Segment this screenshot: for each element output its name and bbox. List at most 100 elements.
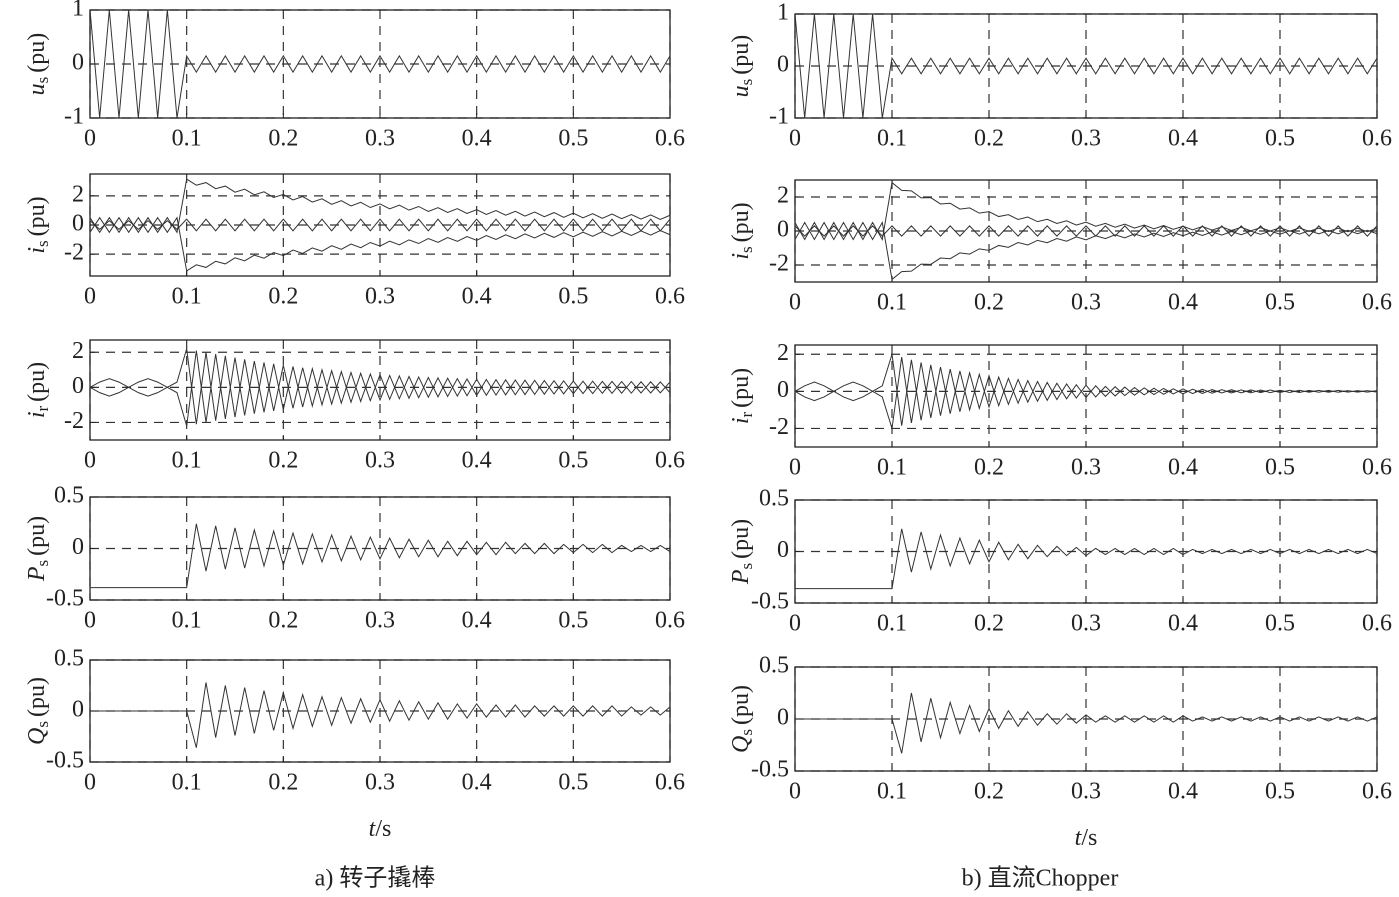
x-tick-label: 0.3 <box>1071 611 1101 637</box>
x-tick-label: 0.3 <box>1071 455 1101 481</box>
y-tick-label: -1 <box>769 104 789 130</box>
y-label-subscript: s <box>737 563 756 570</box>
subplot: 0 0.1 0.2 0.3 0.4 0.5 0.6-0.500.5Qs(pu)t/s <box>24 646 686 842</box>
x-tick-label: 0 <box>84 608 96 634</box>
x-tick-label: 0.4 <box>1168 779 1198 805</box>
y-axis-label: Ps (pu) <box>24 516 52 582</box>
y-tick-label: 2 <box>72 181 84 207</box>
x-tick-label: 0 <box>789 455 801 481</box>
y-tick-label: 0 <box>777 217 789 243</box>
subplot: 0 0.1 0.2 0.3 0.4 0.5 0.6-0.500.5Ps(pu) <box>728 486 1393 637</box>
plot-frame <box>794 344 1378 448</box>
y-axis-label: ir (pu) <box>728 368 756 424</box>
plot-frame <box>89 496 671 601</box>
x-tick-label: 0.4 <box>1168 290 1198 316</box>
x-tick-label: 0.1 <box>877 290 907 316</box>
series-line <box>89 178 671 234</box>
y-label-unit: (pu) <box>24 677 50 717</box>
x-label-symbol: t <box>369 816 377 842</box>
x-tick-label: 0.6 <box>655 770 685 796</box>
series-line <box>794 354 1378 426</box>
x-tick-label: 0.2 <box>268 284 298 310</box>
y-tick-label: 0 <box>72 534 84 560</box>
plot-frame <box>794 179 1378 283</box>
caption: a) 转子撬棒 <box>315 865 436 892</box>
y-label-symbol: i <box>728 253 754 260</box>
y-tick-label: -0.5 <box>751 589 789 615</box>
series-line <box>89 9 671 119</box>
plot-frame <box>794 13 1378 119</box>
y-tick-label: -2 <box>64 408 84 434</box>
x-tick-label: 0.6 <box>655 448 685 474</box>
y-label-unit: (pu) <box>24 33 50 73</box>
y-tick-label: 2 <box>777 340 789 366</box>
x-tick-label: 0.5 <box>558 770 588 796</box>
y-axis-label: Ps (pu) <box>728 519 756 585</box>
y-label-subscript: s <box>33 77 52 84</box>
series-line <box>90 523 671 589</box>
plot-frame <box>89 9 671 119</box>
y-axis-label: us (pu) <box>728 35 756 98</box>
x-tick-label: 0.4 <box>1168 455 1198 481</box>
x-tick-label: 0.2 <box>268 448 298 474</box>
y-label-symbol: u <box>728 85 754 97</box>
y-tick-label: 1 <box>72 0 84 22</box>
x-tick-label: 0 <box>789 126 801 152</box>
y-label-subscript: r <box>737 411 756 417</box>
x-tick-label: 0.4 <box>462 608 492 634</box>
y-label-unit: (pu) <box>24 516 50 556</box>
x-tick-label: 0.6 <box>655 126 685 152</box>
x-tick-label: 0.3 <box>365 284 395 310</box>
x-tick-label: 0.1 <box>172 608 202 634</box>
y-tick-label: 0 <box>72 697 84 723</box>
x-tick-label: 0.6 <box>1362 126 1392 152</box>
series-line <box>89 348 671 425</box>
y-tick-label: -2 <box>769 414 789 440</box>
y-tick-label: -0.5 <box>46 748 84 774</box>
y-tick-label: 0 <box>777 52 789 78</box>
y-label-symbol: i <box>728 417 754 424</box>
x-tick-label: 0.5 <box>1265 611 1295 637</box>
series-line <box>795 692 1378 754</box>
y-axis-label: Qs (pu) <box>728 685 756 753</box>
y-tick-label: -1 <box>64 104 84 130</box>
series-line <box>794 356 1378 429</box>
x-tick-label: 0.4 <box>462 448 492 474</box>
x-tick-label: 0.6 <box>655 608 685 634</box>
y-label-unit: (pu) <box>728 519 754 559</box>
x-tick-label: 0.3 <box>365 126 395 152</box>
y-tick-label: -0.5 <box>46 586 84 612</box>
y-label-unit: (pu) <box>728 368 754 408</box>
y-label-subscript: s <box>33 240 52 247</box>
x-tick-label: 0.4 <box>462 284 492 310</box>
y-label-symbol: Q <box>24 728 50 745</box>
x-tick-label: 0.5 <box>1265 455 1295 481</box>
y-tick-label: 0 <box>72 50 84 76</box>
y-axis-label: ir (pu) <box>24 362 52 418</box>
x-axis-label: t/s <box>369 816 392 842</box>
y-axis-label: is (pu) <box>728 202 756 259</box>
x-tick-label: 0.4 <box>462 126 492 152</box>
y-tick-label: 0.5 <box>54 483 84 509</box>
y-tick-label: 2 <box>777 183 789 209</box>
y-tick-label: 0 <box>72 211 84 237</box>
series-line <box>794 13 1378 119</box>
y-label-unit: (pu) <box>728 685 754 725</box>
x-tick-label: 0.3 <box>365 448 395 474</box>
x-tick-label: 0.3 <box>1071 779 1101 805</box>
x-tick-label: 0.3 <box>1071 290 1101 316</box>
x-tick-label: 0.2 <box>974 126 1004 152</box>
x-tick-label: 0.1 <box>172 770 202 796</box>
x-tick-label: 0.5 <box>558 448 588 474</box>
y-label-symbol: P <box>728 569 754 585</box>
y-label-unit: (pu) <box>24 196 50 236</box>
x-tick-label: 0.3 <box>365 608 395 634</box>
x-tick-label: 0.1 <box>172 284 202 310</box>
x-tick-label: 0.4 <box>1168 126 1198 152</box>
y-label-unit: (pu) <box>728 202 754 242</box>
